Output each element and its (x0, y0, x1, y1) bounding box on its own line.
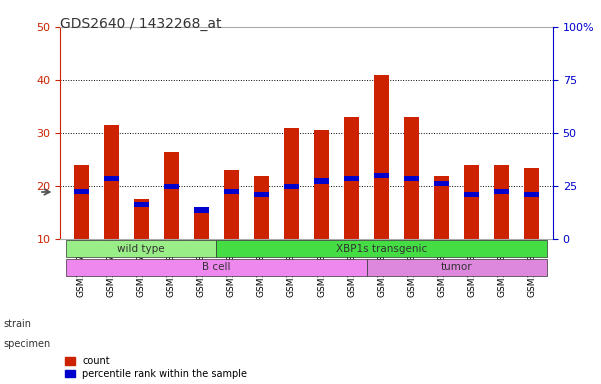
Legend: count, percentile rank within the sample: count, percentile rank within the sample (65, 356, 248, 379)
FancyBboxPatch shape (277, 239, 306, 240)
Text: GDS2640 / 1432268_at: GDS2640 / 1432268_at (60, 17, 222, 31)
Bar (404, 175, 419, 181)
Bar (404, 117, 419, 239)
Bar (495, 165, 510, 239)
Text: specimen: specimen (3, 339, 50, 349)
FancyBboxPatch shape (97, 239, 126, 240)
Text: wild type: wild type (117, 243, 165, 253)
FancyBboxPatch shape (217, 239, 246, 240)
Bar (224, 189, 239, 194)
Bar (344, 117, 359, 239)
Bar (465, 192, 480, 197)
Bar (74, 189, 89, 194)
Bar (134, 202, 149, 207)
FancyBboxPatch shape (247, 239, 276, 240)
FancyBboxPatch shape (67, 239, 96, 240)
FancyBboxPatch shape (127, 239, 156, 240)
FancyBboxPatch shape (337, 239, 366, 240)
Bar (284, 128, 299, 239)
FancyBboxPatch shape (427, 239, 456, 240)
Bar (104, 175, 119, 181)
FancyBboxPatch shape (66, 259, 367, 276)
Bar (344, 175, 359, 181)
FancyBboxPatch shape (367, 239, 396, 240)
Bar (374, 74, 389, 239)
FancyBboxPatch shape (487, 239, 516, 240)
Bar (164, 152, 179, 239)
FancyBboxPatch shape (66, 240, 216, 257)
Text: B cell: B cell (202, 262, 231, 272)
FancyBboxPatch shape (397, 239, 426, 240)
Bar (74, 165, 89, 239)
Bar (525, 192, 540, 197)
Text: strain: strain (3, 319, 31, 329)
FancyBboxPatch shape (216, 240, 547, 257)
Text: tumor: tumor (441, 262, 472, 272)
Bar (194, 207, 209, 213)
Text: XBP1s transgenic: XBP1s transgenic (336, 243, 427, 253)
FancyBboxPatch shape (307, 239, 336, 240)
Bar (164, 184, 179, 189)
Bar (104, 125, 119, 239)
Bar (434, 181, 450, 186)
Bar (254, 175, 269, 239)
FancyBboxPatch shape (187, 239, 216, 240)
Bar (314, 178, 329, 184)
Bar (434, 175, 450, 239)
Bar (525, 167, 540, 239)
FancyBboxPatch shape (517, 239, 546, 240)
Bar (495, 189, 510, 194)
Bar (314, 131, 329, 239)
FancyBboxPatch shape (457, 239, 486, 240)
Bar (134, 199, 149, 239)
FancyBboxPatch shape (157, 239, 186, 240)
Bar (254, 192, 269, 197)
Bar (374, 173, 389, 178)
Bar (465, 165, 480, 239)
Bar (224, 170, 239, 239)
FancyBboxPatch shape (367, 259, 547, 276)
Bar (284, 184, 299, 189)
Bar (194, 207, 209, 239)
